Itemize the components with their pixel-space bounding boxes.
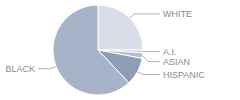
svg-text:A.I.: A.I. (163, 47, 177, 57)
svg-text:WHITE: WHITE (163, 9, 192, 19)
svg-text:BLACK: BLACK (8, 64, 35, 74)
svg-text:ASIAN: ASIAN (163, 57, 190, 67)
svg-text:HISPANIC: HISPANIC (163, 70, 205, 80)
